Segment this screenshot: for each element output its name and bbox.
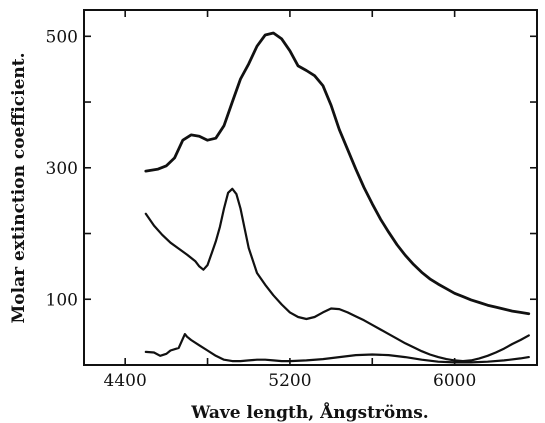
x-tick-label: 4400 (104, 371, 147, 391)
x-axis-ticks: 4400 5200 6000 (104, 10, 538, 391)
series-line-2 (144, 187, 530, 363)
series-line-3 (144, 333, 530, 364)
y-tick-label: 300 (46, 159, 78, 179)
y-axis-ticks: 100 300 500 (46, 27, 537, 310)
y-tick-label: 500 (46, 27, 78, 47)
y-tick-label: 100 (46, 290, 78, 310)
y-axis-label: Molar extinction coefficient. (9, 52, 29, 323)
x-axis-label: Wave length, Ångströms. (190, 401, 428, 423)
series-line-1 (144, 31, 531, 316)
x-tick-label: 6000 (433, 371, 476, 391)
series-layer (144, 31, 531, 364)
plot-frame (83, 9, 538, 366)
x-tick-label: 5200 (268, 371, 311, 391)
